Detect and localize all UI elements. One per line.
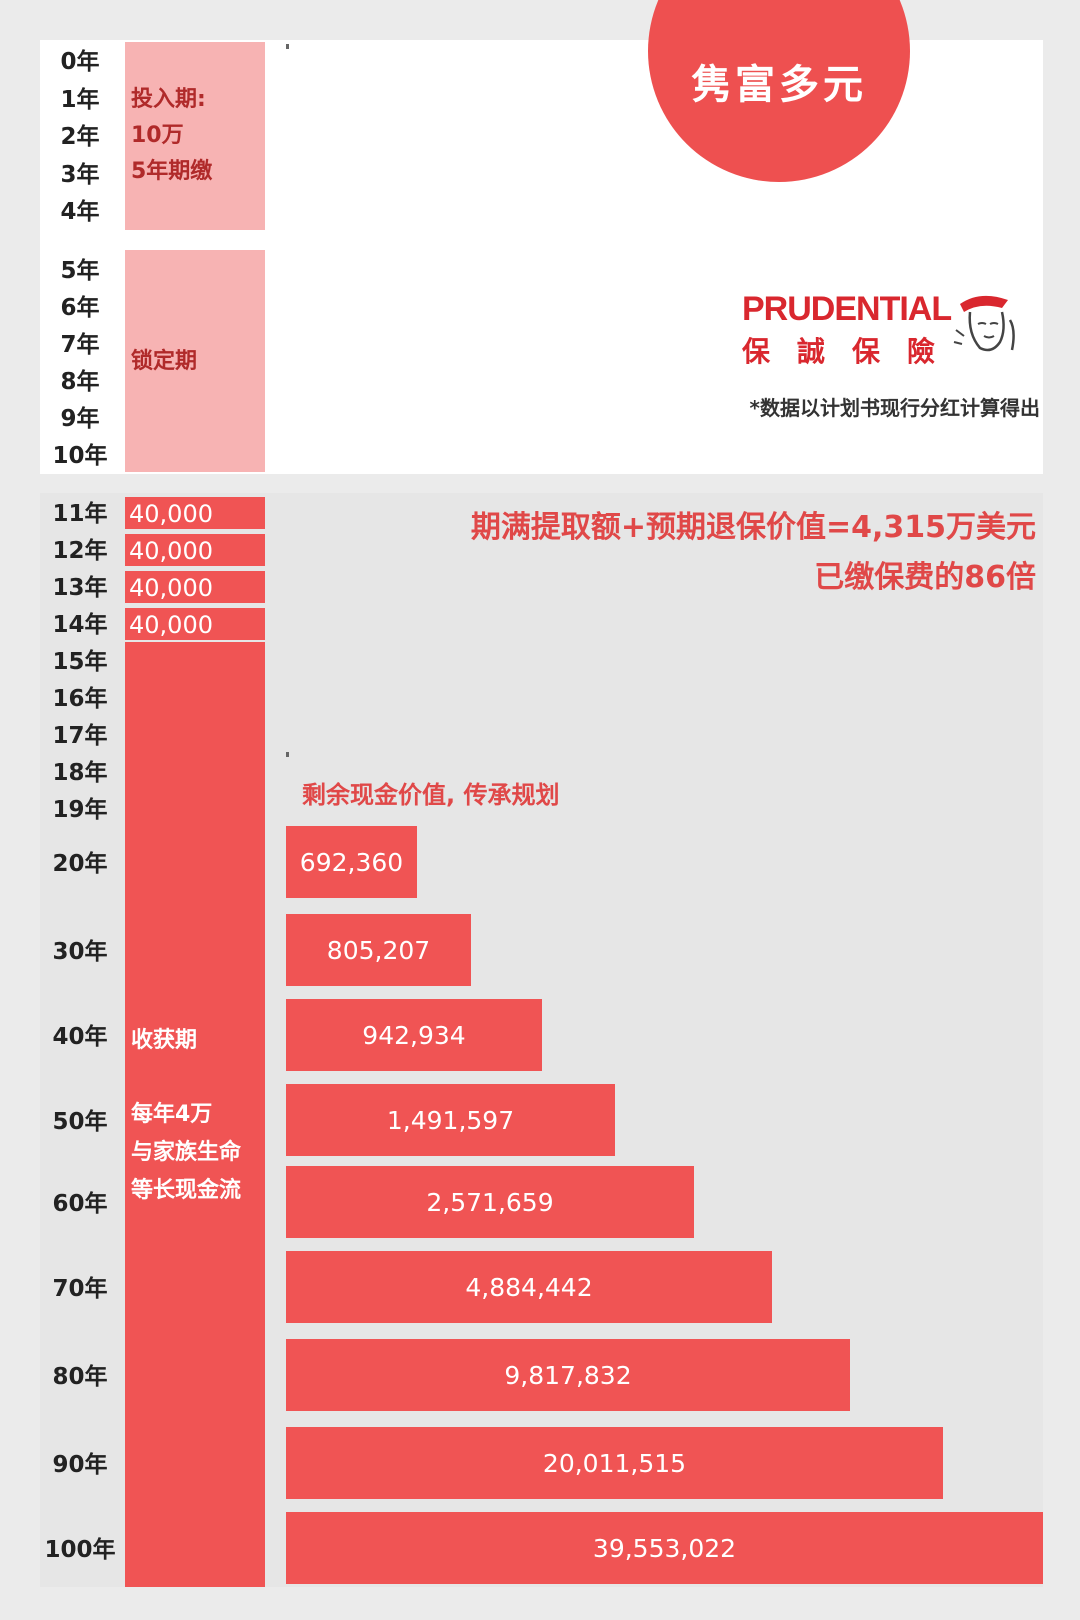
bar-category-label: 80年 (52, 1364, 108, 1390)
invest-period-label: 投入期: (131, 87, 206, 112)
logo-english: PRUDENTIAL (742, 290, 952, 328)
bar-category-label: 60年 (52, 1191, 108, 1217)
invest-term: 5年期缴 (131, 159, 213, 184)
year-label: 3年 (60, 162, 100, 188)
year-label: 10年 (52, 443, 108, 469)
bar-category-label: 40年 (52, 1024, 108, 1050)
bar: 2,571,659 (286, 1166, 694, 1238)
bar: 1,491,597 (286, 1084, 615, 1156)
bar: 4,884,442 (286, 1251, 772, 1323)
bar: 39,553,022 (286, 1512, 1043, 1584)
payout-cell: 40,000 (125, 497, 265, 531)
year-label: 15年 (52, 649, 108, 675)
year-label: 5年 (60, 258, 100, 284)
year-label: 6年 (60, 295, 100, 321)
year-label: 18年 (52, 760, 108, 786)
circle-title: 隽富多元 (691, 62, 867, 108)
year-label: 19年 (52, 797, 108, 823)
summary-line-2: 已缴保费的86倍 (814, 560, 1036, 595)
bar-category-label: 70年 (52, 1276, 108, 1302)
bar: 692,360 (286, 826, 417, 898)
lock-period-box (125, 250, 265, 472)
bar-category-label: 30年 (52, 939, 108, 965)
year-label: 13年 (52, 575, 108, 601)
payout-cell: 40,000 (125, 571, 265, 605)
bar: 942,934 (286, 999, 542, 1071)
invest-amount: 10万 (131, 123, 184, 148)
harvest-desc-1: 每年4万 (131, 1102, 213, 1127)
year-label: 16年 (52, 686, 108, 712)
bar: 9,817,832 (286, 1339, 850, 1411)
payout-cell: 40,000 (125, 608, 265, 642)
helmeted-head-logo-icon (953, 295, 1015, 352)
year-label: 8年 (60, 369, 100, 395)
bar-category-label: 50年 (52, 1109, 108, 1135)
bar-category-label: 100年 (44, 1537, 116, 1563)
year-label: 4年 (60, 199, 100, 225)
year-label: 2年 (60, 124, 100, 150)
tick-mark (286, 752, 289, 757)
invest-period-box (125, 42, 265, 230)
year-label: 0年 (60, 49, 100, 75)
harvest-desc-2: 与家族生命 (131, 1140, 242, 1165)
harvest-desc-3: 等长现金流 (131, 1178, 242, 1203)
year-label: 11年 (52, 501, 108, 527)
year-label: 1年 (60, 87, 100, 113)
tick-mark (286, 44, 289, 49)
bar: 805,207 (286, 914, 471, 986)
harvest-period-column (125, 642, 265, 1587)
year-label: 14年 (52, 612, 108, 638)
payout-cell: 40,000 (125, 534, 265, 568)
footnote: *数据以计划书现行分红计算得出 (749, 396, 1040, 420)
summary-line-1: 期满提取额+预期退保价值=4,315万美元 (470, 510, 1036, 545)
bar: 20,011,515 (286, 1427, 943, 1499)
logo-chinese: 保誠保險 (742, 335, 963, 368)
bar-category-label: 90年 (52, 1452, 108, 1478)
year-label: 17年 (52, 723, 108, 749)
year-label: 9年 (60, 406, 100, 432)
year-label: 12年 (52, 538, 108, 564)
lock-period-label: 锁定期 (131, 349, 198, 374)
bar-category-label: 20年 (52, 851, 108, 877)
year-label: 7年 (60, 332, 100, 358)
bars-section-label: 剩余现金价值, 传承规划 (302, 781, 560, 809)
harvest-period-label: 收获期 (131, 1028, 198, 1053)
